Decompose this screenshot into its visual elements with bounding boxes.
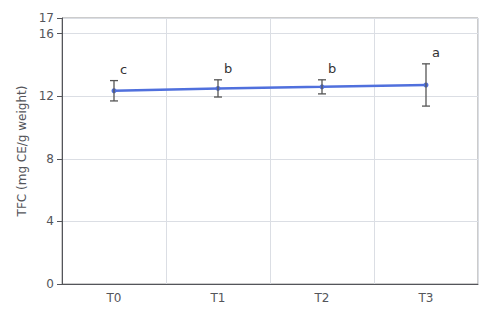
svg-text:b: b bbox=[328, 61, 336, 76]
svg-text:b: b bbox=[224, 61, 232, 76]
svg-text:T3: T3 bbox=[418, 291, 434, 305]
svg-text:T1: T1 bbox=[210, 291, 226, 305]
svg-text:4: 4 bbox=[46, 214, 54, 228]
svg-text:T0: T0 bbox=[106, 291, 122, 305]
svg-text:12: 12 bbox=[39, 89, 54, 103]
svg-text:a: a bbox=[432, 45, 440, 60]
svg-text:0: 0 bbox=[46, 277, 54, 291]
svg-text:c: c bbox=[120, 62, 127, 77]
svg-text:17: 17 bbox=[39, 11, 54, 25]
svg-text:T2: T2 bbox=[314, 291, 330, 305]
svg-text:8: 8 bbox=[46, 152, 54, 166]
svg-text:TFC (mg CE/g weight): TFC (mg CE/g weight) bbox=[15, 86, 29, 218]
svg-text:16: 16 bbox=[39, 27, 54, 41]
